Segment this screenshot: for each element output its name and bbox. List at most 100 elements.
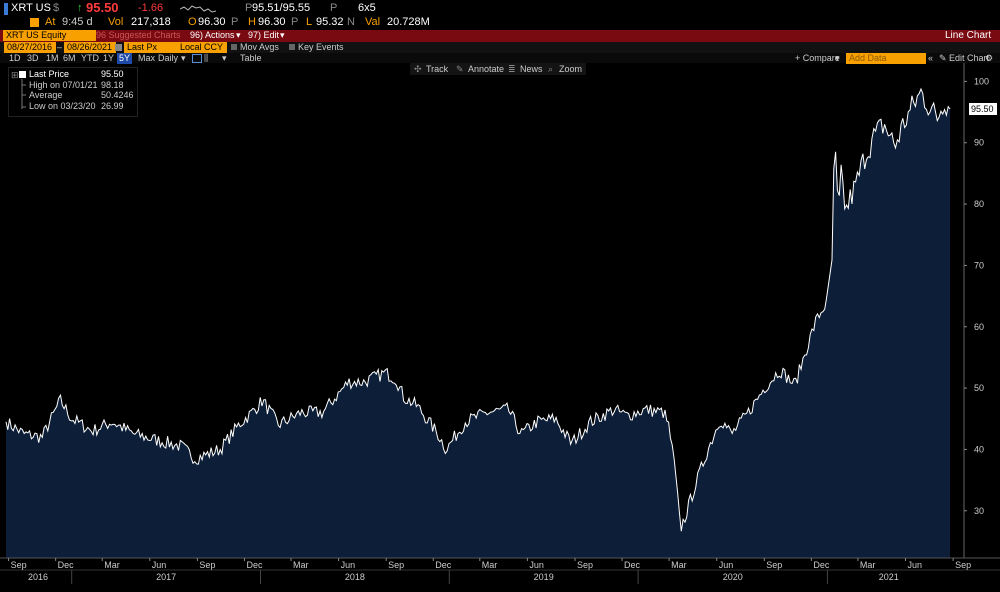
edit-menu[interactable]: 97) Edit [248, 30, 280, 40]
zoom-icon: ⌕ [548, 64, 554, 74]
key-events-label[interactable]: Key Events [298, 42, 344, 52]
suggested-charts-button[interactable]: 96 Suggested Charts [96, 30, 181, 40]
x-tick-label: Mar [671, 560, 687, 570]
bar-style-icon[interactable]: ⫼ [204, 53, 209, 63]
actions-caret-icon: ▾ [236, 30, 241, 40]
high-suffix: P [291, 16, 299, 28]
bid-ask-size: 6x5 [358, 2, 376, 14]
period-1d[interactable]: 1D [9, 53, 21, 63]
price-line [5, 87, 951, 532]
start-date-input[interactable]: 08/27/2016 [4, 42, 56, 53]
y-tick-label: 80 [974, 199, 984, 209]
period-max[interactable]: Max [138, 53, 156, 63]
calendar-icon[interactable] [115, 44, 122, 51]
plot-area: 30 40 50 60 70 80 90 100 95.50 Sep Dec Mar Jun Sep Dec… [0, 63, 1000, 584]
gear-icon[interactable]: ⚙ [985, 53, 994, 63]
x-tick-label: Sep [577, 560, 593, 570]
x-tick-label: Sep [388, 560, 404, 570]
x-tick-label: Dec [813, 560, 830, 570]
year-label: 2021 [879, 572, 899, 582]
mov-avgs-label[interactable]: Mov Avgs [240, 42, 279, 52]
ticker-symbol[interactable]: XRT US [11, 2, 51, 14]
low-price: 95.32 [316, 16, 344, 28]
frequency-caret-icon: ▾ [181, 53, 186, 63]
legend-avg-value: 50.4246 [101, 90, 134, 100]
style-caret-icon: ▾ [222, 53, 227, 63]
period-6m[interactable]: 6M [63, 53, 76, 63]
legend-low-label: Low on 03/23/20 [29, 101, 96, 111]
low-suffix: N [347, 16, 355, 28]
x-tick-label: Dec [624, 560, 641, 570]
mov-avgs-checkbox[interactable] [231, 44, 237, 50]
period-1y[interactable]: 1Y [103, 53, 115, 63]
currency-select[interactable]: Local CCY [177, 42, 227, 53]
net-change: -1.66 [138, 2, 164, 14]
period-ytd[interactable]: YTD [81, 53, 99, 63]
chart-style-icon[interactable] [192, 54, 202, 63]
legend-high-value: 98.18 [101, 80, 124, 90]
collapse-icon[interactable]: « [928, 53, 934, 63]
legend-high-label: High on 07/01/21 [29, 80, 98, 90]
end-date-input[interactable]: 08/26/2021 [64, 42, 116, 53]
x-tick-label: Jun [152, 560, 167, 570]
x-tick-label: Sep [199, 560, 215, 570]
open-label: O [188, 16, 197, 28]
year-label: 2019 [534, 572, 554, 582]
annotate-button[interactable]: Annotate [468, 64, 505, 74]
sparkline-icon [180, 5, 216, 13]
x-tick-label: Jun [529, 560, 544, 570]
zoom-button[interactable]: Zoom [559, 64, 583, 74]
val-label: Val [365, 16, 381, 28]
frequency-select[interactable]: Daily [158, 53, 179, 63]
track-button[interactable]: Track [426, 64, 449, 74]
news-icon: ≣ [508, 64, 516, 74]
x-tick-label: Mar [482, 560, 498, 570]
high-price: 96.30 [258, 16, 286, 28]
expand-icon[interactable]: ⊞ [11, 70, 19, 80]
period-1m[interactable]: 1M [46, 53, 59, 63]
y-tick-label: 60 [974, 322, 984, 332]
period-bar: 1D 3D 1M 6M YTD 1Y 5Y Max Daily ▾ ⫼ ▾ Ta… [0, 53, 1000, 64]
date-dash: – [57, 42, 63, 52]
legend-box: ⊞ Last Price 95.50 High on 07/01/21 98.1… [8, 67, 138, 117]
low-label: L [306, 16, 313, 28]
legend-tree-icon [21, 79, 26, 109]
compare-button[interactable]: + Compare [795, 53, 840, 63]
bid-ask-suffix: P [330, 2, 338, 14]
x-tick-label: Mar [860, 560, 876, 570]
legend-low-value: 26.99 [101, 101, 124, 111]
ticker-marker [4, 3, 8, 15]
pencil-icon: ✎ [939, 53, 947, 63]
price-area [6, 89, 950, 558]
actions-menu[interactable]: 96) Actions [190, 30, 235, 40]
legend-last-label: Last Price [29, 69, 70, 79]
x-tick-label: Dec [58, 560, 75, 570]
open-price: 96.30 [198, 16, 226, 28]
value-traded: 20.728M [387, 16, 430, 28]
add-data-input[interactable]: Add Data [846, 53, 926, 64]
indicator-icon [30, 18, 39, 27]
volume: 217,318 [131, 16, 171, 28]
x-tick-label: Jun [341, 560, 356, 570]
period-5y[interactable]: 5Y [117, 53, 133, 64]
quote-time: 9:45 d [62, 16, 93, 28]
last-value-label: 95.50 [971, 104, 994, 114]
edit-chart-button[interactable]: Edit Chart [949, 53, 990, 63]
at-label: At [45, 16, 56, 28]
last-price: 95.50 [86, 0, 119, 15]
field-select[interactable]: Last Px [124, 42, 178, 53]
x-tick-label: Dec [435, 560, 452, 570]
last-value-tag [969, 103, 997, 116]
y-tick-label: 100 [974, 76, 989, 86]
legend-last-value: 95.50 [101, 69, 124, 79]
chart-type-title: Line Chart [945, 30, 992, 41]
period-3d[interactable]: 3D [27, 53, 39, 63]
x-tick-label: Mar [104, 560, 120, 570]
table-button[interactable]: Table [240, 53, 262, 63]
key-events-checkbox[interactable] [289, 44, 295, 50]
year-label: 2020 [723, 572, 743, 582]
security-field[interactable]: XRT US Equity [3, 30, 96, 41]
news-button[interactable]: News [520, 64, 543, 74]
x-tick-label: Mar [293, 560, 309, 570]
price-chart[interactable]: 30 40 50 60 70 80 90 100 95.50 Sep Dec Mar Jun Sep Dec… [0, 63, 1000, 592]
